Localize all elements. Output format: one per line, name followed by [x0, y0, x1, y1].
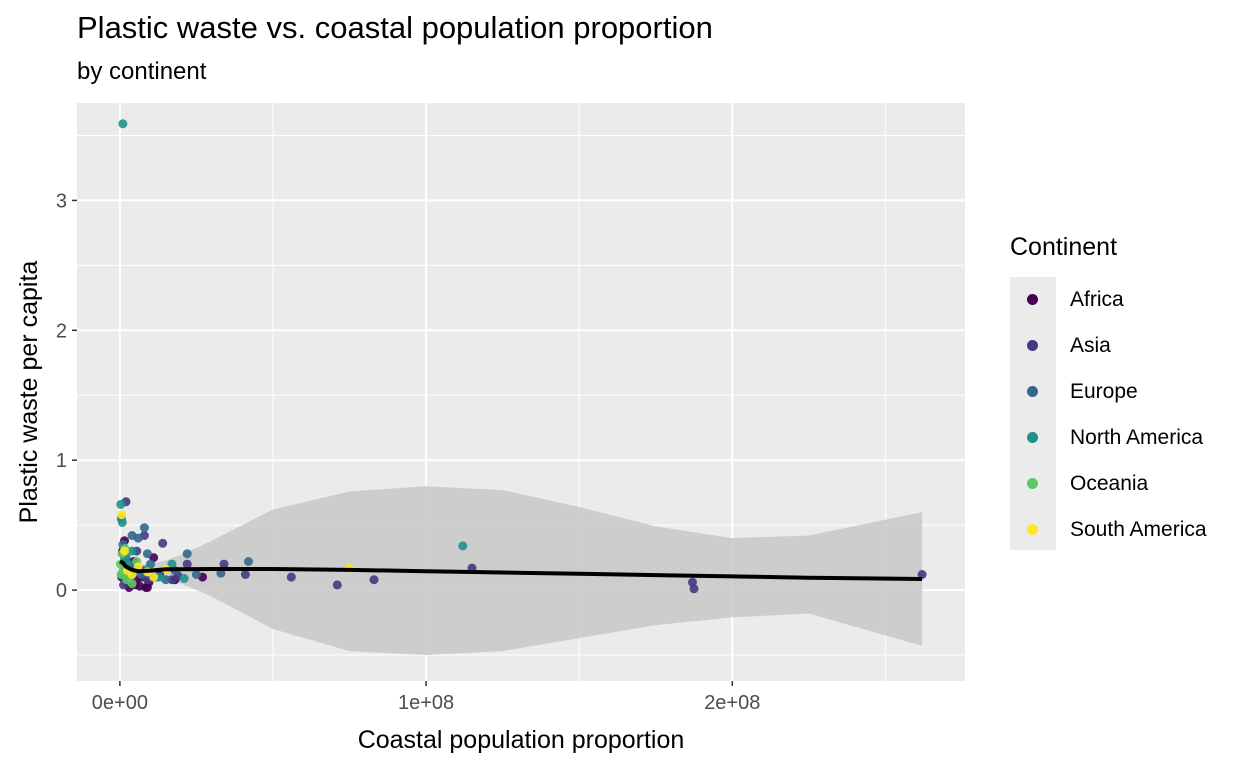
- data-point: [689, 584, 699, 594]
- x-tick-label: 1e+08: [398, 692, 454, 714]
- data-point: [182, 549, 192, 559]
- y-axis-title: Plastic waste per capita: [15, 261, 43, 524]
- legend-label: North America: [1070, 426, 1204, 449]
- data-point: [458, 541, 468, 551]
- y-tick-label: 0: [56, 580, 67, 602]
- data-point: [244, 557, 253, 566]
- chart-title: Plastic waste vs. coastal population pro…: [77, 10, 713, 45]
- data-point: [917, 570, 927, 579]
- legend-label: Oceania: [1070, 472, 1149, 495]
- data-point: [139, 523, 149, 533]
- data-point: [142, 549, 152, 559]
- legend-title: Continent: [1010, 233, 1118, 261]
- legend-item: Asia: [1010, 323, 1240, 369]
- legend-key-dot: [1027, 340, 1038, 351]
- data-point: [142, 583, 152, 592]
- confidence-ribbon: [119, 486, 923, 655]
- data-point: [118, 119, 128, 129]
- data-point: [158, 538, 168, 548]
- legend-key-dot: [1027, 386, 1038, 397]
- smooth-trend-line: [119, 559, 923, 581]
- y-tick-label: 2: [56, 320, 67, 342]
- data-point: [127, 579, 137, 589]
- legend-key-dot: [1027, 524, 1038, 535]
- legend-label: Europe: [1070, 380, 1138, 403]
- data-point: [219, 559, 229, 569]
- legend-item: North America: [1010, 415, 1240, 461]
- chart-subtitle: by continent: [77, 58, 207, 85]
- data-point: [240, 570, 250, 579]
- x-tick-label: 0e+00: [92, 692, 148, 714]
- legend-item: Oceania: [1010, 461, 1240, 507]
- data-point: [191, 570, 201, 579]
- data-point: [179, 573, 189, 583]
- legend-key-dot: [1027, 294, 1038, 305]
- data-point: [182, 559, 192, 569]
- data-point: [127, 546, 137, 556]
- data-point: [167, 559, 177, 569]
- data-point: [369, 575, 379, 585]
- data-point: [286, 572, 296, 582]
- legend-item: Europe: [1010, 369, 1240, 415]
- legend-item: South America: [1010, 507, 1240, 553]
- legend-label: Asia: [1070, 334, 1111, 357]
- y-tick-label: 1: [56, 450, 67, 472]
- legend-label: Africa: [1070, 288, 1124, 311]
- x-tick-label: 2e+08: [704, 692, 760, 714]
- data-point: [116, 499, 126, 509]
- legend-label: South America: [1070, 518, 1207, 541]
- legend-key-dot: [1027, 478, 1038, 489]
- x-axis-title: Coastal population proportion: [358, 726, 685, 754]
- data-point: [117, 510, 127, 520]
- legend-item: Africa: [1010, 277, 1240, 323]
- y-tick-label: 3: [56, 190, 67, 212]
- data-point: [133, 533, 143, 543]
- legend-keys-panel: [1010, 277, 1056, 550]
- data-point: [117, 518, 127, 527]
- data-point: [332, 580, 342, 590]
- legend-key-dot: [1027, 432, 1038, 443]
- data-point: [120, 546, 129, 556]
- data-point: [149, 572, 159, 582]
